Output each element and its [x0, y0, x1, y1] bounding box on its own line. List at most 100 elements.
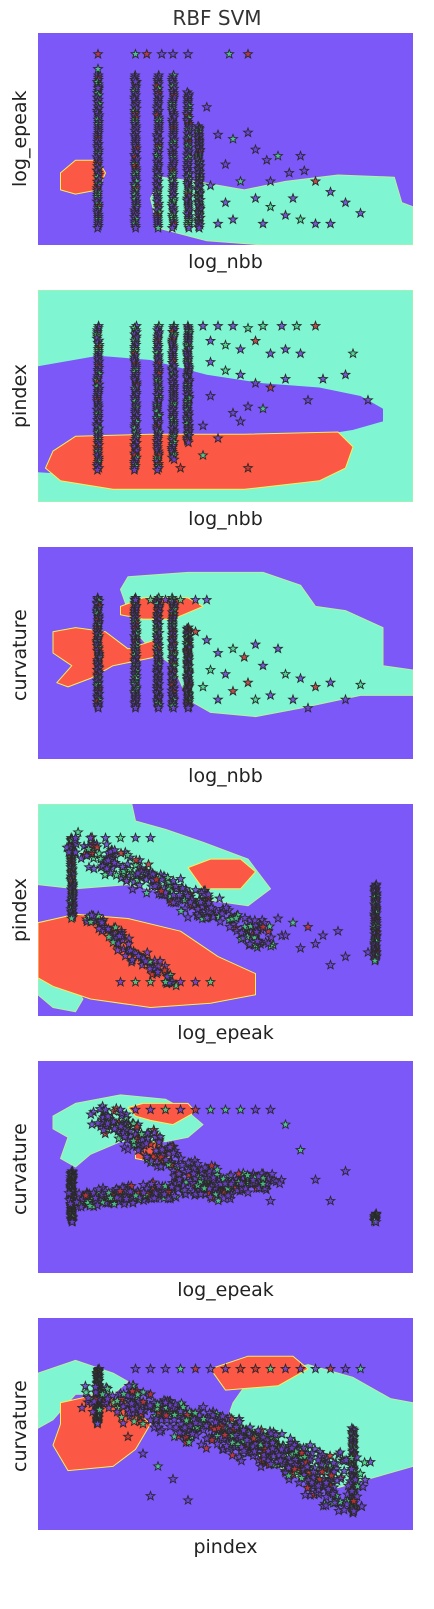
data-point [176, 1159, 188, 1170]
data-point [249, 914, 261, 926]
data-point [102, 854, 114, 866]
data-point [120, 874, 133, 886]
data-point [114, 831, 127, 843]
data-point [124, 1185, 136, 1197]
data-point [129, 1103, 142, 1115]
data-point [144, 1490, 157, 1501]
data-point [212, 693, 224, 705]
data-point [264, 347, 277, 359]
data-point [312, 1483, 325, 1495]
data-point [283, 1473, 295, 1485]
data-point [219, 158, 232, 170]
data-point [174, 594, 187, 605]
data-point [81, 849, 93, 861]
data-point [212, 647, 224, 658]
data-point [137, 1179, 149, 1190]
data-point [148, 1126, 160, 1138]
data-point [141, 887, 153, 898]
data-point [182, 702, 194, 713]
data-point [98, 1124, 110, 1136]
data-point [272, 150, 284, 161]
data-point [99, 831, 112, 843]
data-point [370, 1216, 382, 1227]
data-point [92, 702, 104, 713]
data-point [342, 1479, 354, 1491]
data-point [61, 841, 73, 853]
data-point [223, 48, 235, 59]
data-point [144, 1103, 157, 1115]
data-point [136, 1128, 148, 1140]
data-point [115, 847, 127, 858]
data-point [164, 1141, 176, 1153]
data-point [183, 1436, 195, 1448]
data-point [345, 1463, 358, 1474]
data-point [122, 849, 134, 860]
data-point [212, 432, 224, 444]
data-point [102, 1110, 114, 1122]
data-point [282, 1461, 295, 1473]
data-point [159, 1396, 172, 1408]
x-axis-label: log_nbb [188, 765, 263, 787]
data-point [238, 1445, 250, 1456]
data-point [129, 75, 142, 87]
data-point [152, 1460, 164, 1472]
data-point [197, 419, 209, 431]
data-point [265, 931, 277, 943]
data-point [317, 929, 329, 941]
data-point [114, 1185, 126, 1196]
data-point [144, 976, 157, 987]
y-axis-label: pindex [9, 877, 31, 942]
data-point [155, 1151, 167, 1163]
data-point [235, 1177, 248, 1189]
data-point [334, 1446, 346, 1458]
data-point [159, 594, 172, 605]
data-point [234, 175, 247, 187]
data-point [151, 464, 163, 475]
data-point [100, 838, 113, 850]
data-point [160, 1153, 172, 1165]
data-point [132, 867, 144, 879]
data-point [231, 924, 243, 936]
data-point [226, 1412, 238, 1424]
data-point [339, 950, 352, 962]
data-point [249, 377, 262, 389]
data-point [242, 322, 254, 333]
data-point [294, 347, 307, 359]
data-point [204, 1362, 217, 1374]
data-point [309, 1173, 322, 1185]
data-point [94, 1103, 106, 1114]
data-point [194, 896, 207, 907]
data-point [167, 48, 179, 59]
data-point [324, 217, 337, 229]
data-point [279, 209, 292, 221]
data-point [182, 48, 194, 59]
data-point [351, 1480, 364, 1492]
data-point [274, 1454, 287, 1466]
data-point [274, 1177, 286, 1189]
data-point [145, 1414, 157, 1426]
data-point [272, 912, 284, 924]
data-point [115, 1411, 128, 1423]
y-axis-label: curvature [9, 608, 31, 701]
data-point [115, 1120, 127, 1132]
data-point [197, 1413, 210, 1424]
data-point [148, 1192, 160, 1204]
data-point [86, 909, 98, 921]
data-point [131, 1121, 143, 1132]
data-point [155, 1160, 167, 1172]
data-point [338, 1465, 350, 1476]
data-point [329, 1496, 341, 1508]
data-point [324, 186, 337, 197]
data-point [160, 1409, 172, 1421]
data-point [324, 676, 337, 688]
data-point [96, 860, 109, 872]
data-point [108, 857, 121, 868]
data-point [201, 594, 213, 605]
data-point [244, 938, 256, 949]
data-point [327, 1488, 339, 1499]
data-point [182, 1494, 194, 1506]
data-point [351, 1490, 363, 1502]
data-point [132, 1144, 144, 1156]
data-point [201, 911, 213, 923]
subplot-2: pindex log_nbb [0, 290, 434, 550]
